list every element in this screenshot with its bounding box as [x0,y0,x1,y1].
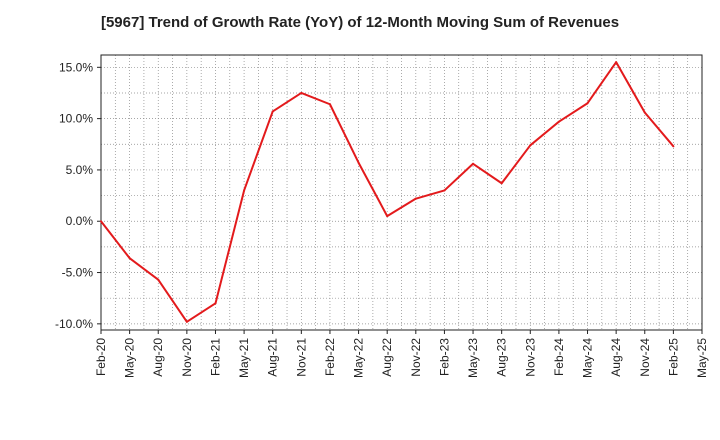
axes [97,54,703,334]
y-tick-label: -5.0% [62,266,94,280]
x-tick-label: May-25 [695,338,709,378]
data-point [529,144,532,147]
x-tick-label: Nov-21 [294,338,308,377]
x-tick-label: Feb-24 [552,338,566,376]
data-point [557,120,560,123]
y-tick-label: 15.0% [59,60,93,74]
data-point [128,257,131,260]
plot-frame [100,54,703,331]
data-point [643,111,646,114]
grid [101,55,702,330]
data-point [357,161,360,164]
x-tick-label: Feb-23 [437,338,451,376]
data-point [243,189,246,192]
y-tick-label: 0.0% [66,214,94,228]
data-point [500,182,503,185]
x-tick-label: Aug-20 [151,338,165,377]
x-tick-label: Aug-21 [266,338,280,377]
x-tick-label: Feb-20 [94,338,108,376]
y-tick-label: -10.0% [55,317,93,331]
series-line [100,61,675,323]
x-tick-label: Nov-24 [638,338,652,377]
chart-title: [5967] Trend of Growth Rate (YoY) of 12-… [100,14,620,31]
data-point [214,302,217,305]
data-point [271,110,274,113]
data-point [586,102,589,105]
x-tick-label: Aug-22 [380,338,394,377]
series-layer [100,61,675,323]
x-tick-label: May-20 [123,338,137,378]
data-point [414,197,417,200]
data-point [300,91,303,94]
x-tick-label: Nov-22 [409,338,423,377]
x-tick-label: May-22 [352,338,366,378]
data-point [100,220,102,223]
x-tick-label: Aug-24 [609,338,623,377]
x-tick-label: Aug-23 [495,338,509,377]
y-tick-label: 5.0% [66,163,94,177]
tick-labels: -10.0% -5.0% 0.0% 5.0% 10.0% 15.0% Feb-20 May-2… [55,60,709,378]
x-tick-label: May-24 [581,338,595,378]
x-tick-label: Feb-22 [323,338,337,376]
x-tick-label: Feb-21 [208,338,222,376]
data-point [328,103,331,106]
data-point [443,189,446,192]
x-tick-label: Feb-25 [666,338,680,376]
data-point [472,162,475,165]
x-tick-label: Nov-23 [523,338,537,377]
data-point [157,278,160,281]
data-point [672,145,675,148]
data-point [185,320,188,323]
data-point [615,61,618,64]
data-point [386,215,389,218]
y-tick-label: 10.0% [59,112,93,126]
x-tick-label: May-23 [466,338,480,378]
x-tick-label: May-21 [237,338,251,378]
x-tick-label: Nov-20 [180,338,194,377]
